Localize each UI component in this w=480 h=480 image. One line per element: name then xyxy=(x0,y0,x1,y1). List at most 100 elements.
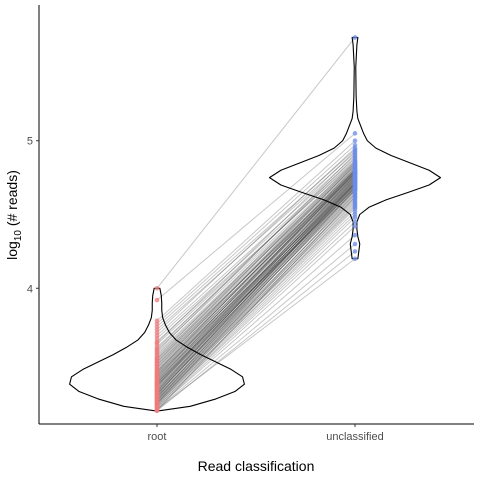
pair-line xyxy=(156,156,356,350)
pair-line xyxy=(156,177,356,381)
y-ticks: 45 xyxy=(27,136,39,295)
point-unclassified xyxy=(352,256,358,262)
pair-line xyxy=(156,183,356,389)
pair-line xyxy=(156,190,356,392)
y-axis-title-subscript: 10 xyxy=(13,230,24,242)
point-unclassified xyxy=(352,172,358,177)
pair-line xyxy=(156,175,356,369)
pair-line xyxy=(156,165,356,354)
pair-line xyxy=(156,183,356,395)
x-axis-title: Read classification xyxy=(198,458,315,474)
pair-line xyxy=(156,174,356,366)
x-tick-label-unclassified: unclassified xyxy=(326,431,383,443)
pair-line xyxy=(156,172,356,367)
pair-line xyxy=(156,169,356,364)
pair-line xyxy=(156,144,356,325)
pair-line xyxy=(156,149,356,328)
point-unclassified xyxy=(352,232,358,238)
point-root xyxy=(154,359,160,365)
pair-line xyxy=(156,196,356,397)
point-unclassified xyxy=(352,160,358,166)
pair-line xyxy=(156,199,356,398)
pair-line xyxy=(156,183,356,384)
pair-line xyxy=(156,159,356,345)
pair-line xyxy=(156,168,356,366)
pair-line xyxy=(156,166,356,356)
pair-line xyxy=(156,196,356,412)
pair-line xyxy=(156,161,356,358)
pair-line xyxy=(156,187,356,384)
pair-line xyxy=(156,205,356,401)
point-unclassified xyxy=(352,224,358,229)
pair-line xyxy=(156,258,356,410)
pair-line xyxy=(156,192,356,397)
point-root xyxy=(154,368,160,374)
point-root xyxy=(154,340,160,346)
pair-line xyxy=(156,174,356,386)
pair-line xyxy=(156,169,356,360)
x-tick-label-root: root xyxy=(148,431,167,443)
point-root xyxy=(154,401,160,406)
point-unclassified xyxy=(352,215,358,220)
pair-line xyxy=(156,177,356,372)
point-unclassified xyxy=(352,185,358,191)
pair-line xyxy=(156,158,356,339)
pair-lines xyxy=(156,37,356,412)
pair-line xyxy=(156,171,356,382)
y-axis-title-base: log xyxy=(4,241,20,260)
x-ticks: root unclassified xyxy=(148,424,384,443)
pair-line xyxy=(156,155,356,336)
pair-line xyxy=(156,172,356,375)
y-tick-label: 4 xyxy=(27,283,33,295)
pair-line xyxy=(156,172,356,363)
violin-root xyxy=(69,287,245,412)
pair-line xyxy=(156,175,356,376)
pair-line xyxy=(156,202,356,400)
pair-line xyxy=(156,189,356,389)
pair-line xyxy=(156,172,356,378)
pair-line xyxy=(156,190,356,398)
point-unclassified xyxy=(352,35,358,40)
pair-line xyxy=(156,221,356,407)
y-axis-title-rest: (# reads) xyxy=(4,170,20,230)
pair-line xyxy=(156,180,356,378)
pair-line xyxy=(156,187,356,394)
point-root xyxy=(154,373,160,378)
point-unclassified xyxy=(352,241,358,247)
pair-line xyxy=(156,184,356,388)
violins xyxy=(69,36,442,412)
point-unclassified xyxy=(352,138,358,144)
pair-line xyxy=(156,180,356,391)
violin-unclassified xyxy=(268,36,442,260)
point-unclassified xyxy=(352,249,358,254)
pair-line xyxy=(156,166,356,373)
pair-line xyxy=(156,184,356,392)
pair-line xyxy=(156,183,356,376)
pair-line xyxy=(156,163,356,351)
pair-line xyxy=(156,178,356,392)
pair-line xyxy=(156,165,356,360)
point-unclassified xyxy=(352,201,358,207)
point-unclassified xyxy=(352,181,358,186)
point-root xyxy=(154,408,160,414)
pair-line xyxy=(156,169,356,379)
pair-line xyxy=(156,168,356,357)
point-root xyxy=(154,346,160,352)
pair-line xyxy=(156,208,356,406)
pair-line xyxy=(156,200,356,403)
point-root xyxy=(154,297,160,303)
point-unclassified xyxy=(352,154,358,160)
pair-line xyxy=(156,186,356,385)
pair-line xyxy=(156,161,356,342)
pair-line xyxy=(156,206,356,403)
pair-line xyxy=(156,189,356,395)
pair-line xyxy=(156,162,356,363)
pair-line xyxy=(156,181,356,379)
y-tick-label: 5 xyxy=(27,136,33,148)
pair-line xyxy=(156,194,356,400)
pair-line xyxy=(156,169,356,372)
point-unclassified xyxy=(352,206,358,211)
point-unclassified xyxy=(352,191,358,197)
